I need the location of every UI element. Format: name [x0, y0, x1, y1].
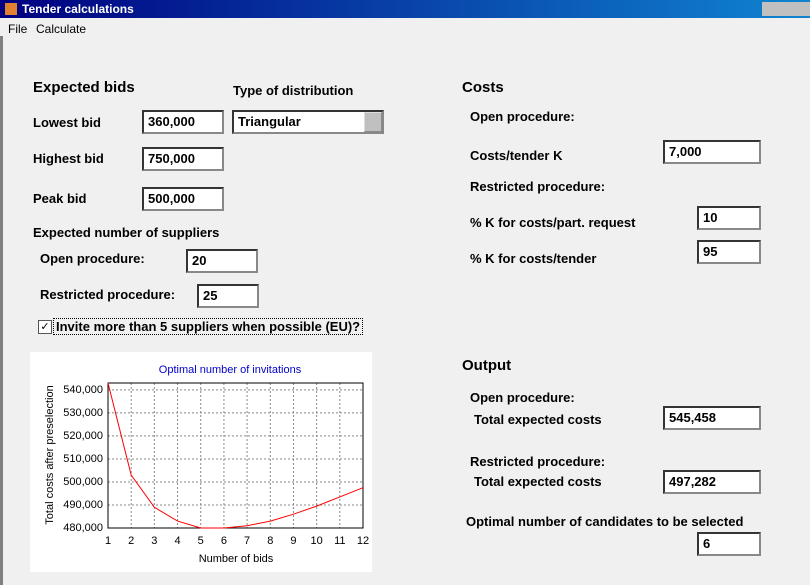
label: Open procedure:	[470, 109, 575, 124]
label: % K for costs/part. request	[470, 215, 636, 230]
y-tick-label: 530,000	[63, 407, 103, 419]
label: % K for costs/tender	[470, 251, 597, 266]
x-tick-label: 6	[221, 535, 227, 547]
menu-item[interactable]: Calculate	[36, 22, 87, 36]
output-field: 545,458	[663, 406, 761, 430]
checkbox-label[interactable]: Invite more than 5 suppliers when possib…	[53, 318, 364, 335]
heading: Output	[462, 357, 512, 374]
title-bar	[0, 0, 810, 18]
x-tick-label: 5	[198, 535, 204, 547]
label: Costs/tender K	[470, 148, 563, 163]
x-tick-label: 7	[244, 535, 250, 547]
label: Optimal number of candidates to be selec…	[466, 514, 744, 529]
x-tick-label: 9	[290, 535, 296, 547]
x-tick-label: 2	[128, 535, 134, 547]
x-axis-label: Number of bids	[199, 553, 274, 565]
x-tick-label: 10	[311, 535, 323, 547]
label: Type of distribution	[233, 83, 354, 98]
label: Restricted procedure:	[40, 287, 176, 302]
y-axis-label: Total costs after preselection	[44, 385, 56, 524]
y-tick-label: 500,000	[63, 476, 103, 488]
label: Open procedure:	[470, 390, 575, 405]
y-tick-label: 480,000	[63, 522, 103, 534]
label: Open procedure:	[40, 251, 145, 266]
input[interactable]: 25	[197, 284, 259, 308]
app-icon	[5, 3, 17, 15]
chart: Optimal number of invitations Number of …	[30, 352, 372, 572]
y-tick-label: 490,000	[63, 499, 103, 511]
heading: Expected number of suppliers	[33, 225, 220, 240]
chart-title: Optimal number of invitations	[159, 364, 302, 376]
select[interactable]: Triangular	[232, 110, 384, 134]
left-border	[0, 36, 3, 585]
label: Restricted procedure:	[470, 179, 606, 194]
x-tick-label: 1	[105, 535, 111, 547]
plot-frame	[107, 382, 364, 529]
label: Total expected costs	[474, 412, 602, 427]
input[interactable]: 7,000	[663, 140, 761, 164]
heading: Expected bids	[33, 79, 135, 96]
input[interactable]: 10	[697, 206, 761, 230]
label: Restricted procedure:	[470, 454, 606, 469]
input[interactable]: 750,000	[142, 147, 224, 171]
x-tick-label: 11	[334, 535, 345, 547]
checkbox[interactable]: ✓	[38, 320, 52, 334]
x-tick-label: 4	[174, 535, 180, 547]
menu-item[interactable]: File	[8, 22, 28, 36]
input[interactable]: 500,000	[142, 187, 224, 211]
y-tick-label: 510,000	[63, 453, 103, 465]
window-buttons[interactable]	[762, 2, 810, 16]
x-tick-label: 3	[151, 535, 157, 547]
input[interactable]: 20	[186, 249, 258, 273]
label: Lowest bid	[33, 115, 101, 130]
label: Peak bid	[33, 191, 87, 206]
label: Highest bid	[33, 151, 104, 166]
input[interactable]: 95	[697, 240, 761, 264]
y-tick-label: 520,000	[63, 430, 103, 442]
output-field: 497,282	[663, 470, 761, 494]
line	[107, 382, 364, 529]
input[interactable]: 360,000	[142, 110, 224, 134]
y-tick-label: 540,000	[63, 384, 103, 396]
label: Total expected costs	[474, 474, 602, 489]
select-arrow[interactable]	[364, 112, 382, 132]
heading: Costs	[462, 79, 504, 96]
output-field: 6	[697, 532, 761, 556]
window-title: Tender calculations	[22, 2, 134, 16]
x-tick-label: 8	[267, 535, 273, 547]
x-tick-label: 12	[357, 535, 369, 547]
